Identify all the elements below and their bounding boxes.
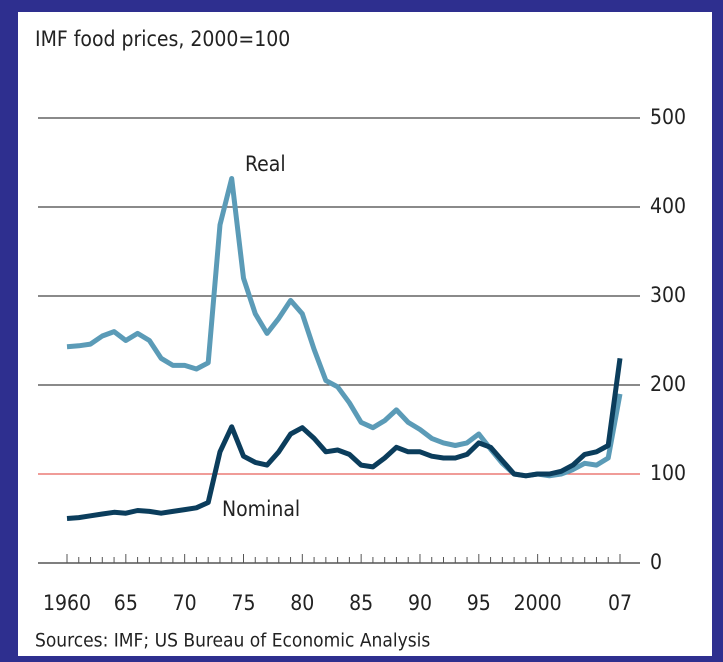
chart-title: IMF food prices, 2000=100 bbox=[35, 27, 290, 51]
series-label: Nominal bbox=[222, 497, 300, 521]
y-tick-label: 400 bbox=[650, 194, 686, 218]
source-note: Sources: IMF; US Bureau of Economic Anal… bbox=[35, 630, 430, 652]
x-tick-label: 80 bbox=[290, 591, 314, 615]
y-tick-label: 500 bbox=[650, 105, 686, 129]
x-tick-label: 85 bbox=[349, 591, 373, 615]
y-tick-label: 100 bbox=[650, 461, 686, 485]
x-tick-label: 75 bbox=[231, 591, 255, 615]
x-tick-label: 70 bbox=[173, 591, 197, 615]
x-tick-label: 95 bbox=[467, 591, 491, 615]
y-tick-label: 300 bbox=[650, 283, 686, 307]
x-tick-label: 65 bbox=[114, 591, 138, 615]
x-tick-label: 07 bbox=[608, 591, 632, 615]
y-tick-label: 200 bbox=[650, 372, 686, 396]
series-label: Real bbox=[245, 152, 286, 176]
x-tick-label: 2000 bbox=[514, 591, 562, 615]
y-tick-label: 0 bbox=[650, 550, 662, 574]
series-line bbox=[66, 357, 623, 521]
x-tick-label: 90 bbox=[408, 591, 432, 615]
x-tick-label: 1960 bbox=[43, 591, 91, 615]
